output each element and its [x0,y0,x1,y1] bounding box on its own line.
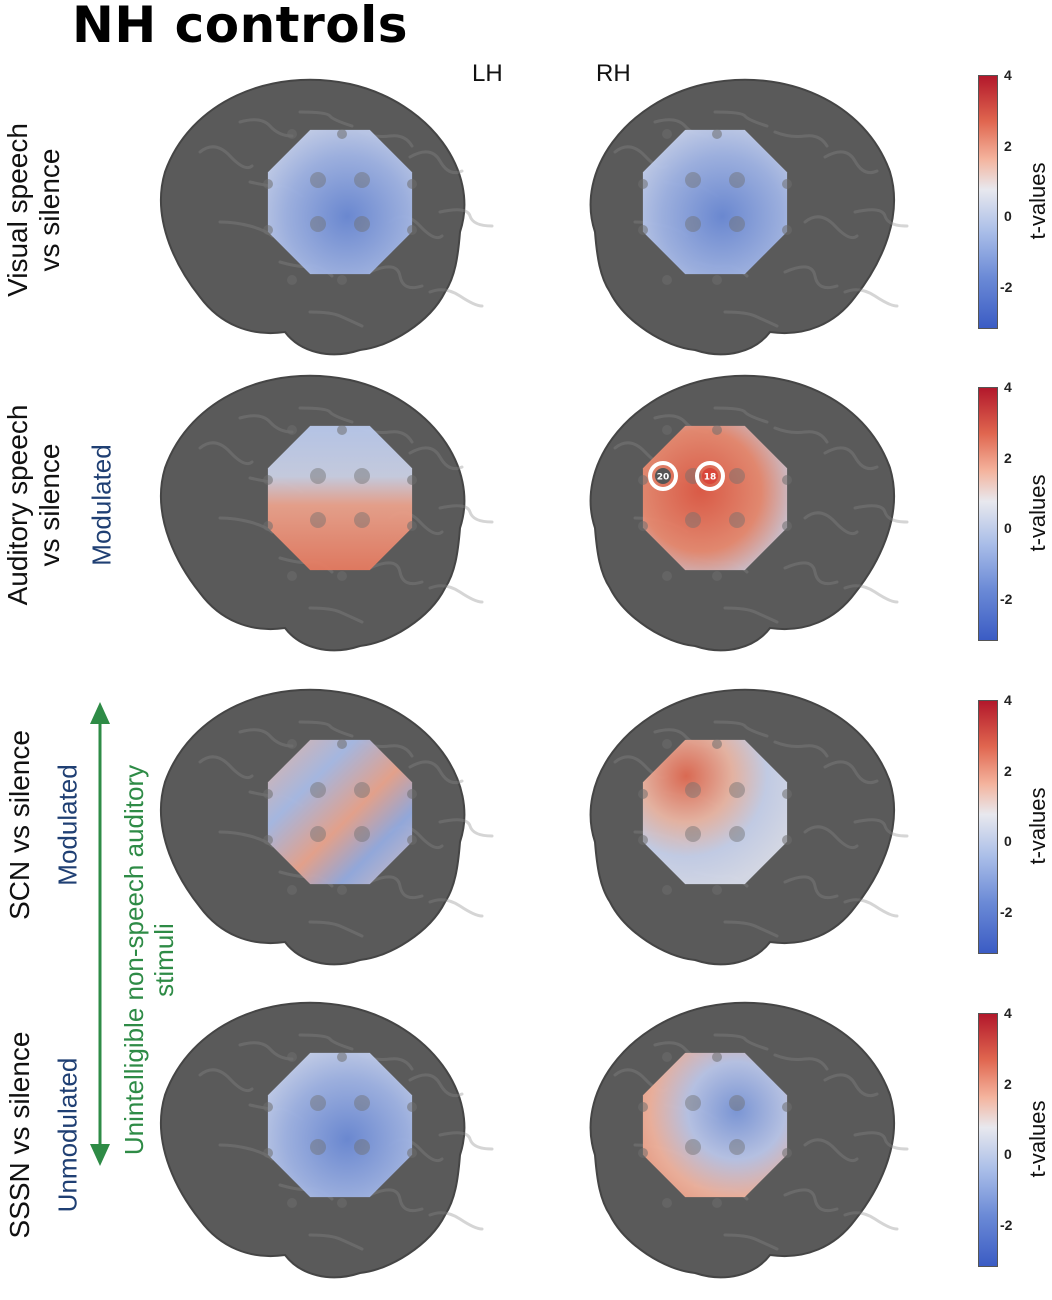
colorbar-tick-label: -2 [1000,1216,1013,1233]
activation-map [642,129,788,275]
activation-map [642,1052,788,1198]
colorbar [978,1013,998,1267]
colorbar-title: t-values [1025,162,1050,240]
colorbar-title: t-values [1025,474,1050,552]
colorbar-tick-label: 4 [1004,692,1012,708]
colorbar-tick-label: 0 [1004,208,1012,225]
activation-map [642,425,788,571]
lh-label: LH [472,60,503,87]
colorbar-tick-label: 2 [1004,137,1012,154]
colorbar [978,387,998,641]
row-sublabel-modulated-scn: Modulated [52,764,83,886]
activation-map [267,739,413,885]
row-label-scn: SCN vs silence [3,730,35,920]
colorbar-tick-label: 4 [1004,379,1012,395]
brain-lh-row-1 [159,78,494,356]
row-label-sssn: SSSN vs silence [3,1031,35,1239]
activation-map [267,1052,413,1198]
colorbar-tick-label: 0 [1004,833,1012,850]
colorbar-tick-label: 0 [1004,520,1012,537]
brain-rh-row-4 [589,1001,909,1279]
svg-text:18: 18 [704,473,717,483]
activation-map [642,739,788,885]
row-label-auditory: Auditory speech vs silence [1,404,65,606]
colorbar-tick-label: 2 [1004,449,1012,466]
activation-map [267,129,413,275]
colorbar-tick-label: 2 [1004,762,1012,779]
colorbar [978,75,998,329]
channel-18-marker: 18 [695,461,725,491]
figure-title: NH controls [72,0,408,54]
row-sublabel-unmodulated: Unmodulated [52,1057,83,1213]
activation-map [267,425,413,571]
colorbar-tick-label: 0 [1004,1146,1012,1163]
brain-rh-row-2: 20 18 [589,374,909,652]
colorbar-tick-label: 4 [1004,1005,1012,1021]
svg-text:20: 20 [657,473,670,483]
row-sublabel-modulated-auditory: Modulated [86,444,117,566]
brain-lh-row-3 [159,688,494,966]
channel-20-marker: 20 [648,461,678,491]
colorbar-tick-label: -2 [1000,278,1013,295]
row-label-visual: Visual speech vs silence [1,123,65,297]
brain-lh-row-4 [159,1001,494,1279]
brain-lh-row-2 [159,374,494,652]
colorbar [978,700,998,954]
brain-rh-row-1 [589,78,909,356]
colorbar-title: t-values [1025,1100,1050,1178]
colorbar-tick-label: 4 [1004,67,1012,83]
rh-label: RH [596,60,631,87]
colorbar-tick-label: -2 [1000,590,1013,607]
colorbar-title: t-values [1025,787,1050,865]
colorbar-tick-label: 2 [1004,1075,1012,1092]
double-arrow-icon [90,702,110,1166]
brain-rh-row-3 [589,688,909,966]
colorbar-tick-label: -2 [1000,903,1013,920]
